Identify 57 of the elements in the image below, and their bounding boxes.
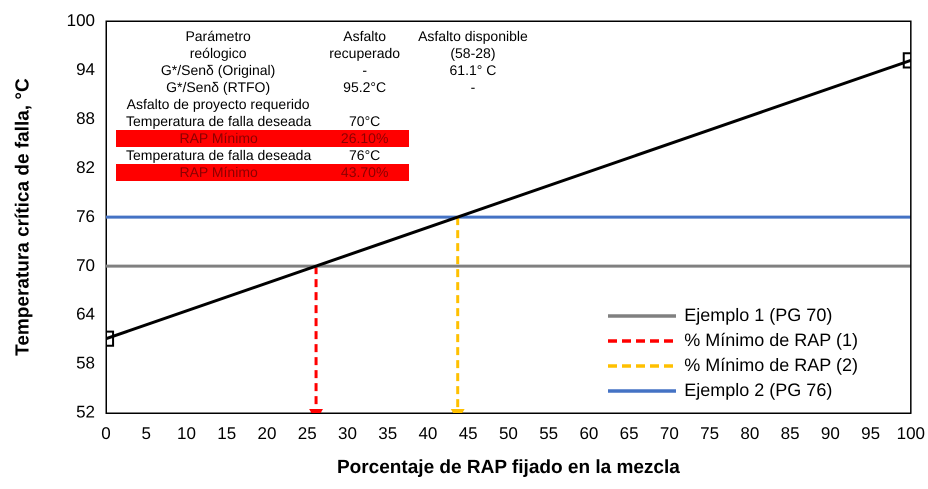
y-tick-label: 58 — [76, 354, 95, 373]
y-tick-label: 82 — [76, 158, 95, 177]
legend-label: Ejemplo 1 (PG 70) — [684, 304, 832, 327]
y-tick-label: 94 — [76, 60, 95, 79]
annotation: Asfalto disponible — [417, 28, 529, 45]
annotation: (58-28) — [449, 45, 496, 62]
x-tick-label: 75 — [700, 424, 720, 443]
y-tick-label: 64 — [76, 304, 95, 324]
x-tick-label: 65 — [620, 424, 639, 443]
x-tick-label: 10 — [177, 424, 196, 443]
annotation: 61.1° C — [448, 62, 498, 79]
x-tick-label: 40 — [418, 424, 438, 443]
x-tick-label: 0 — [101, 424, 111, 443]
x-tick-label: 90 — [820, 424, 840, 443]
annotation: 26.10% — [340, 130, 390, 147]
x-tick-label: 15 — [217, 424, 236, 443]
x-tick-label: 45 — [458, 424, 478, 443]
annotation: Temperatura de falla deseada — [125, 113, 312, 130]
legend-label: Ejemplo 2 (PG 76) — [684, 379, 832, 402]
annotation: 70°C — [348, 113, 382, 130]
annotation: recuperado — [328, 45, 402, 62]
x-tick-label: 25 — [298, 424, 317, 443]
x-tick-label: 80 — [740, 424, 760, 443]
annotation: Temperatura de falla deseada — [125, 147, 312, 164]
x-tick-label: 50 — [498, 424, 518, 443]
x-tick-label: 5 — [142, 424, 151, 443]
x-tick-label: 20 — [258, 424, 276, 443]
annotation: - — [361, 62, 368, 79]
annotation: G*/Senδ (RTFO) — [165, 79, 272, 96]
x-tick-label: 55 — [539, 424, 558, 443]
x-tick-label: 70 — [660, 424, 679, 443]
annotation: RAP Mínimo — [178, 164, 259, 181]
annotation: RAP Mínimo — [178, 130, 259, 147]
annotation: Asfalto — [342, 28, 388, 45]
annotation: reólogico — [188, 45, 248, 62]
x-axis-title: Porcentaje de RAP fijado en la mezcla — [336, 456, 680, 478]
x-tick-label: 35 — [378, 424, 398, 443]
x-tick-label: 85 — [780, 424, 800, 443]
legend-label: % Mínimo de RAP (1) — [684, 329, 858, 352]
legend-label: % Mínimo de RAP (2) — [684, 354, 858, 377]
y-tick-label: 52 — [76, 402, 95, 422]
x-tick-label: 60 — [579, 424, 598, 443]
y-tick-label: 76 — [76, 206, 95, 226]
x-tick-label: 95 — [861, 424, 880, 443]
y-tick-label: 88 — [76, 108, 95, 128]
y-tick-label: 70 — [76, 256, 95, 275]
y-tick-label: 100 — [66, 10, 95, 30]
y-axis-title: Temperatura crítica de falla, °C — [12, 78, 34, 356]
annotation: Parámetro — [184, 28, 252, 45]
annotation: 95.2°C — [342, 79, 388, 96]
annotation: Asfalto de proyecto requerido — [126, 96, 311, 113]
annotation: 43.70% — [340, 164, 390, 181]
annotation: G*/Senδ (Original) — [160, 62, 276, 79]
annotation: - — [470, 79, 476, 96]
x-tick-label: 100 — [896, 424, 926, 443]
x-tick-label: 30 — [338, 424, 357, 443]
annotation: 76°C — [348, 147, 382, 164]
